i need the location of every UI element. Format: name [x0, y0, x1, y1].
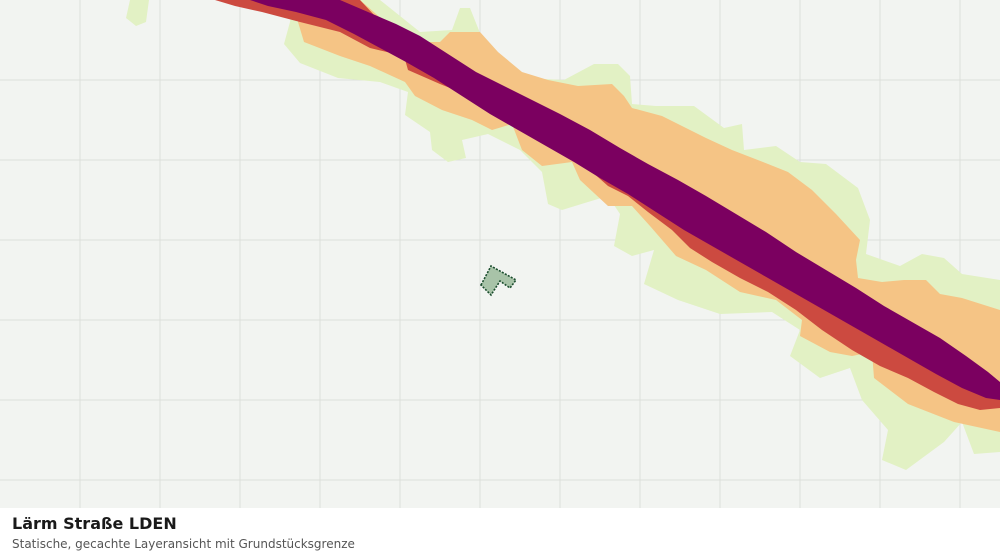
layer-subtitle: Statische, gecachte Layeransicht mit Gru…: [12, 537, 355, 551]
noise-band-outer: [190, 0, 1000, 470]
layer-caption: Lärm Straße LDEN Statische, gecachte Lay…: [0, 508, 1000, 560]
parcel-boundary[interactable]: [480, 264, 518, 297]
layer-title: Lärm Straße LDEN: [12, 514, 177, 533]
noise-band-light: [205, 0, 1000, 432]
map-canvas[interactable]: [0, 0, 1000, 508]
noise-band-core: [250, 0, 1000, 400]
map-view[interactable]: [0, 0, 1000, 508]
noise-band-mid: [215, 0, 1000, 410]
noise-band-outer-islet: [126, 0, 149, 26]
